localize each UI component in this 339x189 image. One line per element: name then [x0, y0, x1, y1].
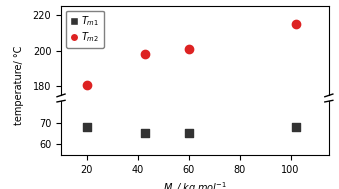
Point [293, 125, 298, 129]
X-axis label: $M_n$/ kg mol$^{-1}$: $M_n$/ kg mol$^{-1}$ [163, 180, 227, 189]
Point [142, 132, 148, 135]
Point [84, 83, 89, 86]
Point [186, 47, 191, 50]
Point [293, 22, 298, 25]
Point [84, 125, 89, 129]
Legend: $T_{m1}$, $T_{m2}$: $T_{m1}$, $T_{m2}$ [66, 11, 103, 48]
Point [186, 132, 191, 135]
Point [142, 53, 148, 56]
Text: temperature/ °C: temperature/ °C [14, 45, 23, 125]
